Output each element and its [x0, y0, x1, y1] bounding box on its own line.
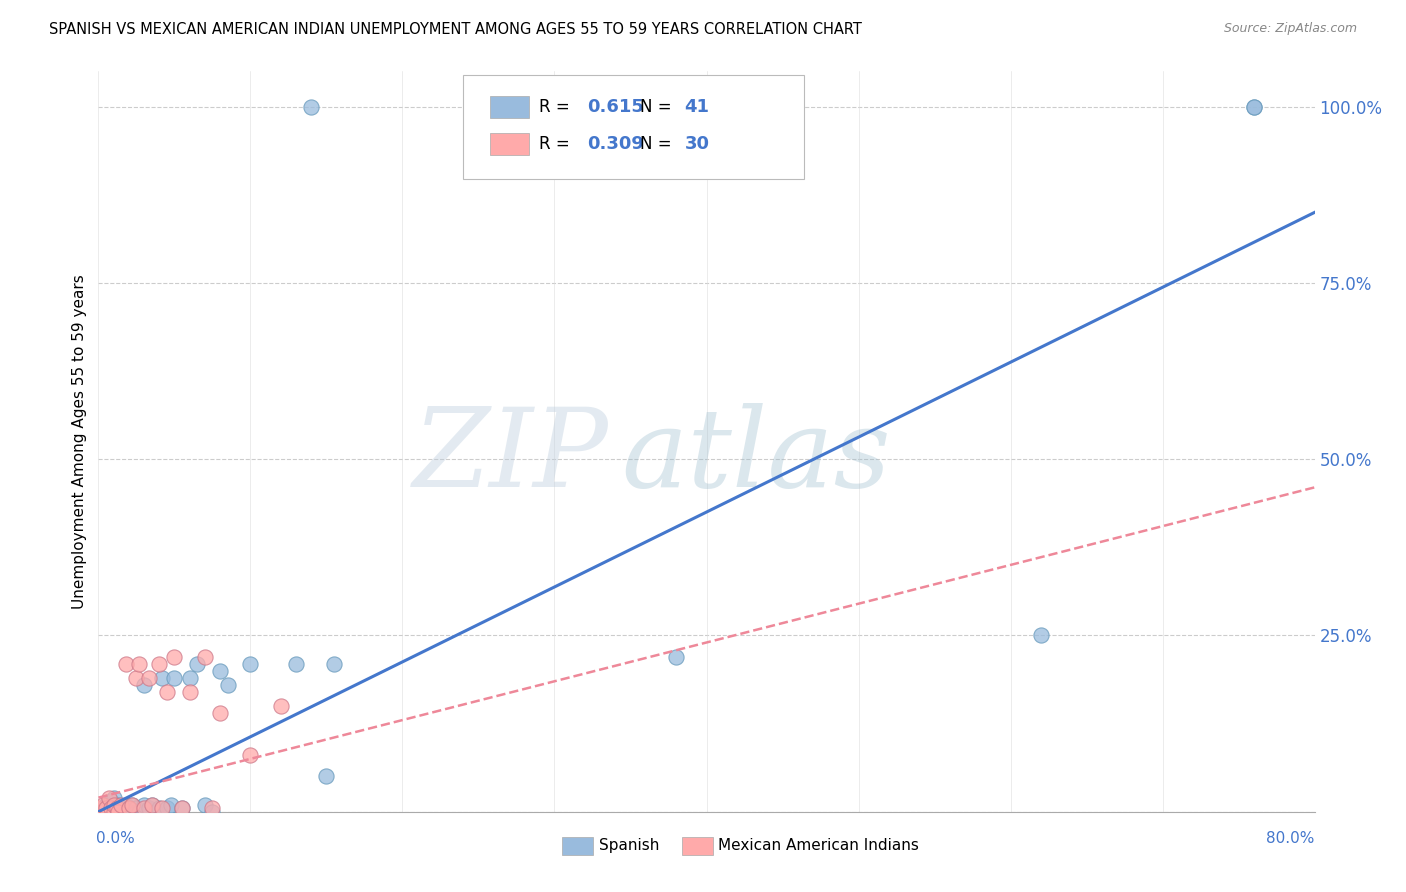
Point — [156, 685, 179, 699]
Point — [138, 801, 160, 815]
Point — [1029, 628, 1052, 642]
Point — [98, 801, 121, 815]
Point — [125, 801, 148, 815]
Point — [121, 797, 143, 812]
Point — [160, 797, 183, 812]
Text: 0.0%: 0.0% — [96, 831, 135, 846]
Point — [91, 797, 114, 812]
Point — [141, 797, 163, 812]
Point — [141, 797, 163, 812]
Point — [118, 805, 141, 819]
Point — [128, 657, 150, 671]
Point — [179, 685, 201, 699]
Point — [94, 797, 117, 812]
Point — [239, 657, 262, 671]
Point — [323, 657, 346, 671]
Point — [148, 657, 170, 671]
Text: ZIP: ZIP — [413, 402, 609, 510]
Text: N =: N = — [640, 98, 676, 116]
Text: Source: ZipAtlas.com: Source: ZipAtlas.com — [1223, 22, 1357, 36]
Point — [132, 797, 155, 812]
Point — [105, 801, 128, 815]
Point — [91, 801, 114, 815]
Point — [103, 805, 125, 819]
FancyBboxPatch shape — [464, 75, 804, 178]
Y-axis label: Unemployment Among Ages 55 to 59 years: Unemployment Among Ages 55 to 59 years — [72, 274, 87, 609]
Point — [1243, 100, 1265, 114]
Point — [163, 649, 186, 664]
Point — [125, 805, 148, 819]
Text: R =: R = — [538, 135, 575, 153]
Point — [163, 671, 186, 685]
Text: 0.309: 0.309 — [588, 135, 644, 153]
Point — [156, 801, 179, 815]
Point — [94, 801, 117, 815]
Point — [118, 801, 141, 815]
Bar — [491, 95, 529, 118]
Point — [186, 657, 208, 671]
Point — [90, 805, 112, 819]
Point — [138, 671, 160, 685]
Point — [107, 805, 129, 819]
Text: 80.0%: 80.0% — [1267, 831, 1315, 846]
Point — [105, 801, 128, 815]
Point — [103, 790, 125, 805]
Point — [150, 671, 173, 685]
Point — [128, 805, 150, 819]
Point — [111, 805, 134, 819]
Point — [87, 801, 110, 815]
Point — [103, 797, 125, 812]
Point — [148, 801, 170, 815]
Point — [103, 805, 125, 819]
Text: R =: R = — [538, 98, 575, 116]
Text: Mexican American Indians: Mexican American Indians — [718, 838, 920, 853]
Point — [170, 801, 193, 815]
Point — [217, 678, 239, 692]
Point — [665, 649, 688, 664]
Text: SPANISH VS MEXICAN AMERICAN INDIAN UNEMPLOYMENT AMONG AGES 55 TO 59 YEARS CORREL: SPANISH VS MEXICAN AMERICAN INDIAN UNEMP… — [49, 22, 862, 37]
Point — [114, 797, 136, 812]
Point — [170, 801, 193, 815]
Point — [209, 706, 232, 720]
Point — [194, 649, 217, 664]
Text: Spanish: Spanish — [599, 838, 659, 853]
Point — [201, 805, 224, 819]
Text: 0.615: 0.615 — [588, 98, 644, 116]
Point — [132, 801, 155, 815]
Text: 41: 41 — [685, 98, 710, 116]
Point — [299, 100, 322, 114]
Point — [114, 657, 136, 671]
Point — [100, 801, 122, 815]
Point — [270, 698, 292, 713]
Point — [110, 797, 132, 812]
Point — [315, 769, 337, 783]
Point — [513, 100, 536, 114]
Point — [239, 748, 262, 763]
Text: N =: N = — [640, 135, 676, 153]
Text: 30: 30 — [685, 135, 710, 153]
Point — [100, 794, 122, 808]
Point — [201, 801, 224, 815]
Point — [285, 657, 308, 671]
Point — [118, 801, 141, 815]
Bar — [491, 133, 529, 155]
Point — [209, 664, 232, 678]
Point — [150, 801, 173, 815]
Point — [107, 797, 129, 812]
Point — [179, 671, 201, 685]
Point — [110, 801, 132, 815]
Point — [121, 797, 143, 812]
Point — [125, 671, 148, 685]
Text: atlas: atlas — [621, 402, 891, 510]
Point — [145, 805, 167, 819]
Point — [98, 790, 121, 805]
Point — [132, 678, 155, 692]
Point — [194, 797, 217, 812]
Point — [1243, 100, 1265, 114]
